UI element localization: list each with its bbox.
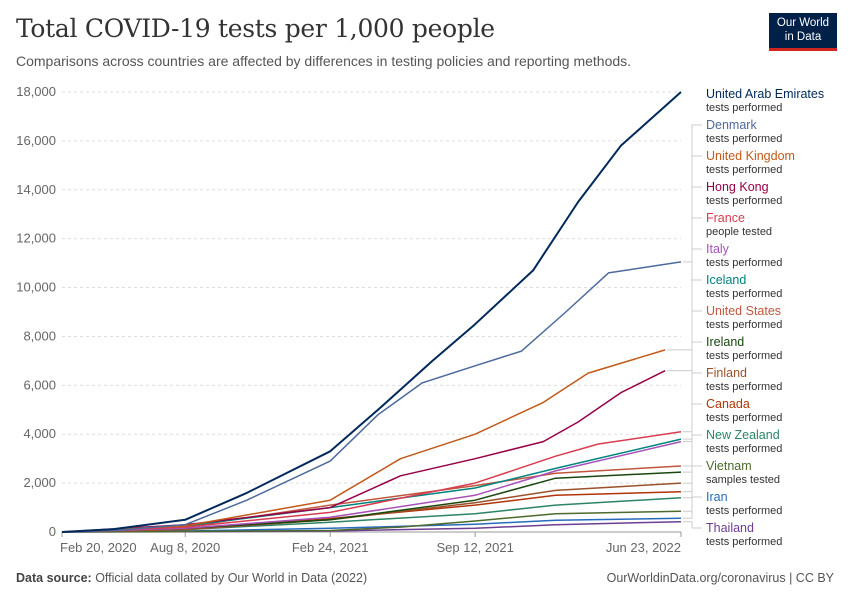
series-metric-label: tests performed (706, 443, 782, 455)
label-connector (683, 465, 702, 512)
x-tick-label: Feb 20, 2020 (60, 540, 137, 555)
series-label: Thailand (706, 521, 754, 535)
series-metric-label: tests performed (706, 195, 782, 207)
label-connector (667, 186, 702, 372)
y-axis: 0 2,000 4,000 6,000 8,000 10,000 12,000 14,000 1… (16, 84, 56, 539)
series-metric-label: tests performed (706, 319, 782, 331)
series-line[interactable] (61, 91, 682, 533)
x-tick-label: Jun 23, 2022 (606, 540, 681, 555)
series-label: New Zealand (706, 428, 780, 442)
data-source: Data source: Official data collated by O… (16, 571, 367, 585)
y-tick-label: 6,000 (23, 377, 56, 392)
data-source-text: Official data collated by Our World in D… (91, 571, 368, 585)
series-metric-label: tests performed (706, 257, 782, 269)
series-metric-label: tests performed (706, 164, 782, 176)
source-link[interactable]: OurWorldinData.org/coronavirus | CC BY (606, 571, 834, 585)
series-label: United Arab Emirates (706, 87, 824, 101)
series-label: United States (706, 304, 781, 318)
data-source-label: Data source: (16, 571, 92, 585)
series-metric-label: tests performed (706, 102, 782, 114)
label-connector (683, 521, 702, 529)
series-metric-label: tests performed (706, 536, 782, 548)
y-tick-label: 12,000 (16, 231, 56, 246)
series-metric-label: samples tested (706, 474, 780, 486)
series-label: Ireland (706, 335, 744, 349)
y-tick-label: 8,000 (23, 328, 56, 343)
line-chart: 0 2,000 4,000 6,000 8,000 10,000 12,000 14,000 1… (16, 84, 824, 555)
series-line[interactable] (61, 349, 666, 533)
series-line[interactable] (61, 431, 682, 533)
owid-logo[interactable]: Our World in Data (769, 13, 837, 51)
x-tick-label: Aug 8, 2020 (150, 540, 220, 555)
x-tick-label: Feb 24, 2021 (292, 540, 369, 555)
y-tick-label: 4,000 (23, 426, 56, 441)
series-label: Finland (706, 366, 747, 380)
y-tick-label: 16,000 (16, 133, 56, 148)
label-connector (667, 155, 702, 351)
series-line[interactable] (61, 438, 682, 533)
series-line[interactable] (61, 370, 666, 533)
logo-line-1: Our World (776, 17, 830, 29)
x-axis: Feb 20, 2020 Aug 8, 2020 Feb 24, 2021 Sep 1… (60, 531, 682, 555)
series-label: Hong Kong (706, 180, 769, 194)
label-connector (683, 496, 702, 519)
series-label: Italy (706, 242, 730, 256)
series-line[interactable] (61, 482, 682, 533)
label-connectors (667, 124, 702, 529)
x-tick-label: Sep 12, 2021 (436, 540, 513, 555)
series-label: Vietnam (706, 459, 752, 473)
series-label: Denmark (706, 118, 757, 132)
logo-line-2: in Data (784, 31, 822, 43)
series-metric-label: tests performed (706, 350, 782, 362)
chart-subtitle: Comparisons across countries are affecte… (16, 53, 632, 69)
y-tick-label: 14,000 (16, 182, 56, 197)
gridlines (62, 91, 681, 533)
series-label: Iran (706, 490, 728, 504)
series-metric-label: tests performed (706, 381, 782, 393)
y-tick-label: 0 (49, 524, 56, 539)
series-metric-label: tests performed (706, 505, 782, 517)
series-line[interactable] (61, 440, 682, 533)
series-metric-label: tests performed (706, 288, 782, 300)
y-tick-label: 2,000 (23, 475, 56, 490)
series-line[interactable] (61, 510, 682, 533)
series-metric-label: people tested (706, 226, 772, 238)
series-metric-label: tests performed (706, 133, 782, 145)
y-tick-label: 18,000 (16, 84, 56, 99)
series-label: France (706, 211, 745, 225)
series-label: United Kingdom (706, 149, 795, 163)
series-label: Iceland (706, 273, 746, 287)
y-tick-label: 10,000 (16, 280, 56, 295)
chart-title: Total COVID-19 tests per 1,000 people (16, 14, 495, 43)
series-lines (61, 91, 682, 533)
series-label: Canada (706, 397, 750, 411)
series-metric-label: tests performed (706, 412, 782, 424)
series-line[interactable] (61, 261, 682, 533)
